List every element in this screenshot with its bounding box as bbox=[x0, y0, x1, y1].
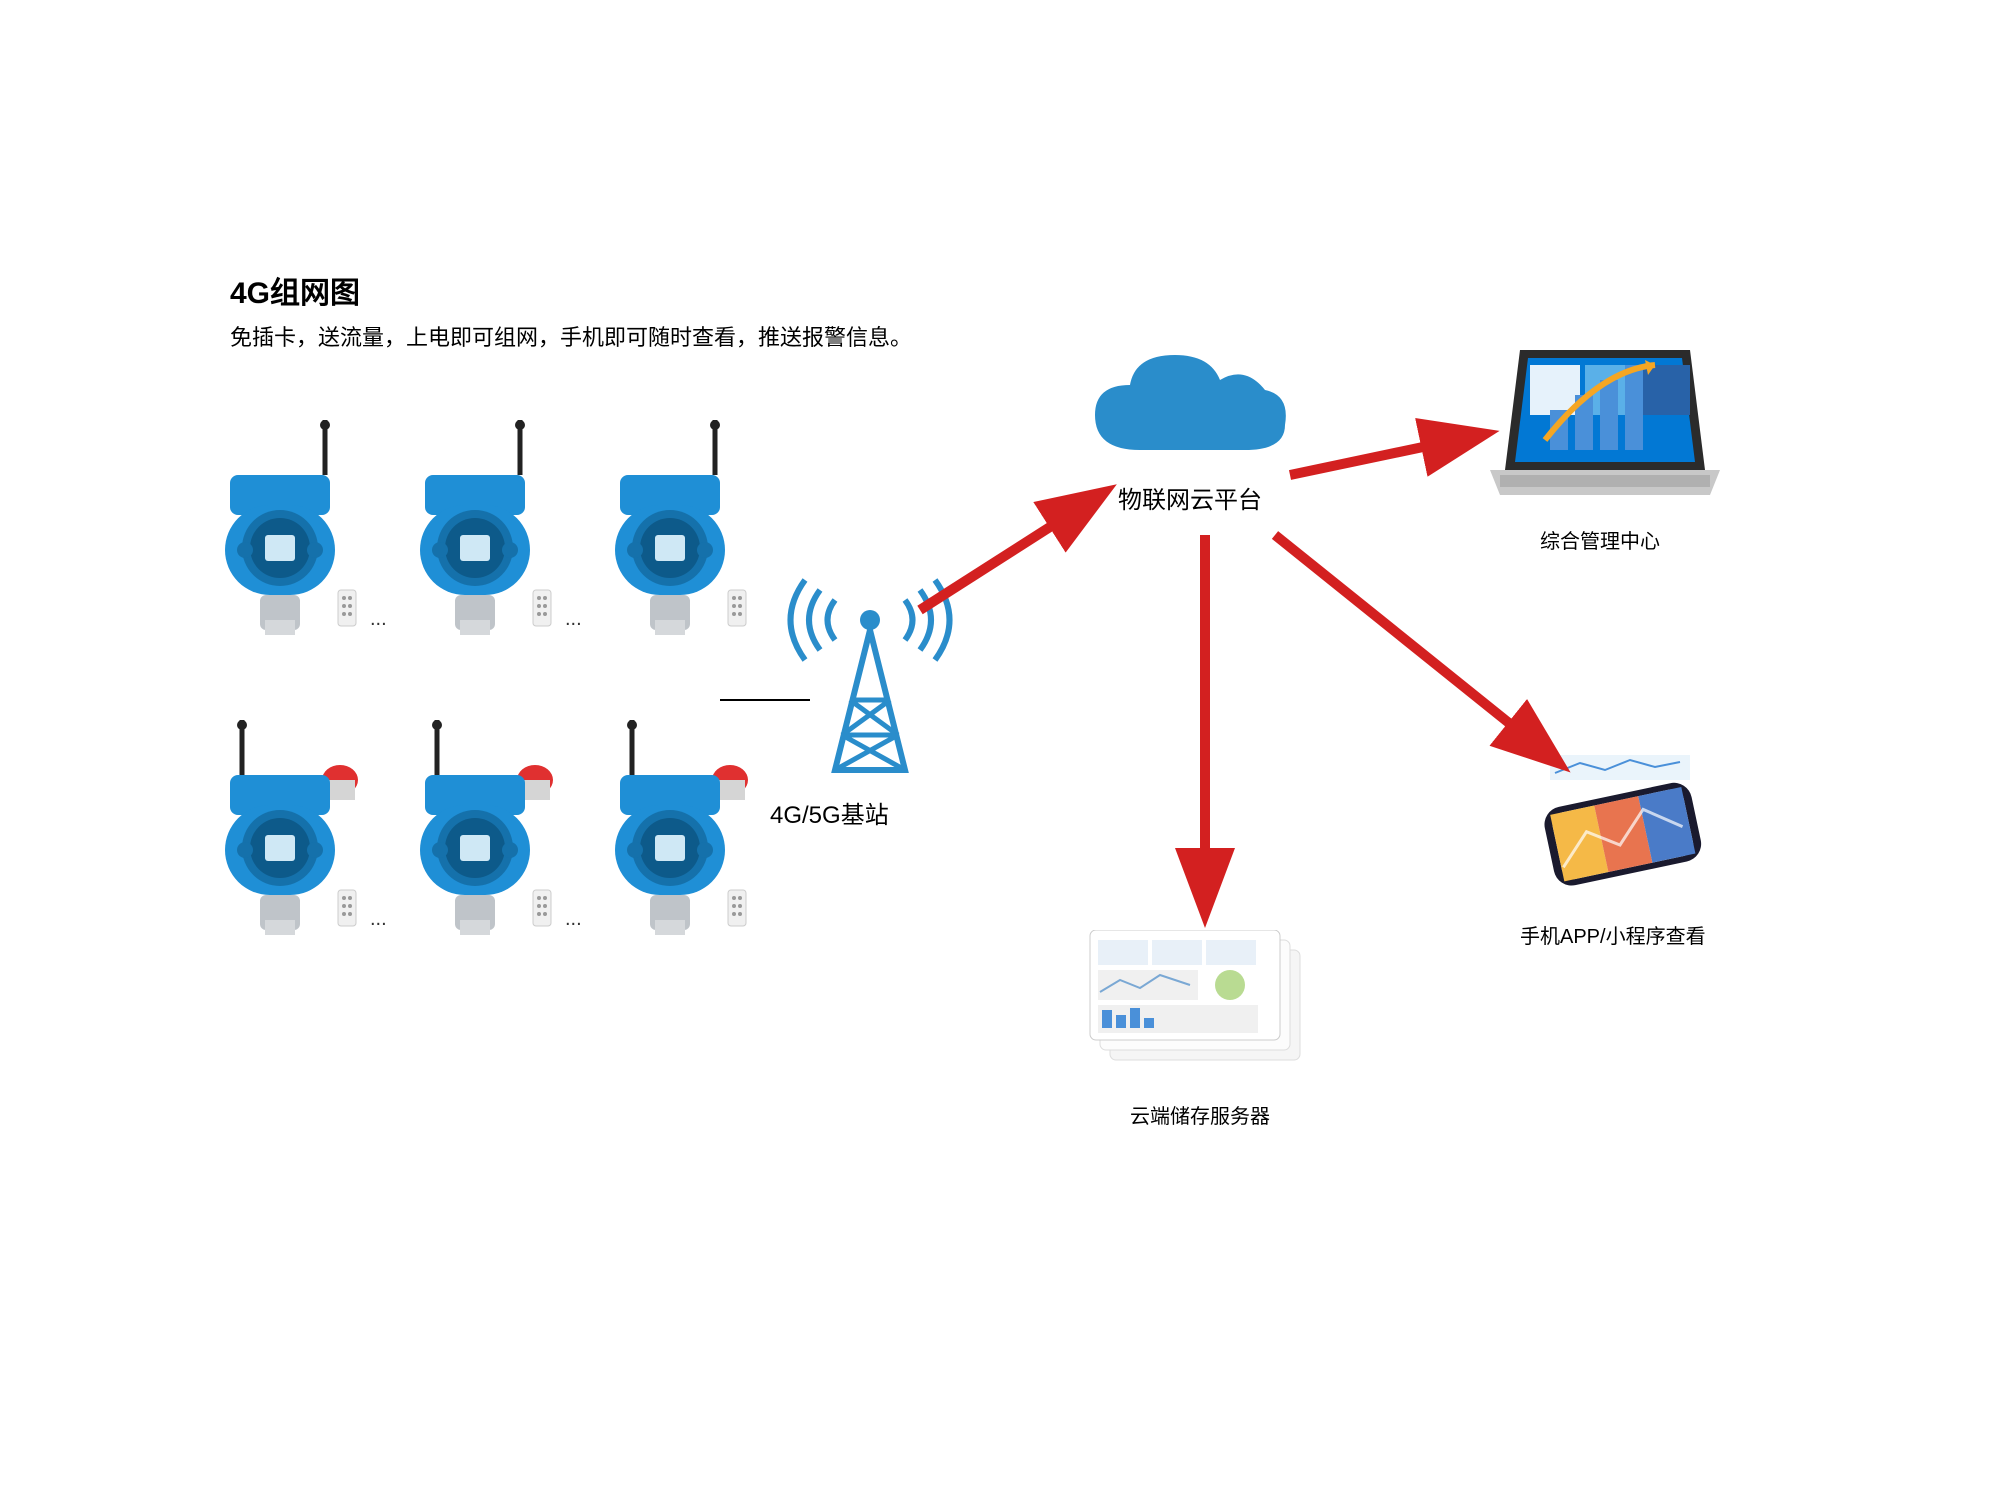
diagram-canvas: 4G组网图 免插卡，送流量，上电即可组网，手机即可随时查看，推送报警信息。 ..… bbox=[0, 0, 2000, 1499]
diagram-subtitle: 免插卡，送流量，上电即可组网，手机即可随时查看，推送报警信息。 bbox=[230, 320, 912, 352]
detector-r2-3 bbox=[600, 720, 770, 945]
ellipsis-icon: ... bbox=[565, 608, 582, 631]
phone-icon bbox=[1500, 755, 1740, 910]
server-label: 云端储存服务器 bbox=[1130, 1100, 1270, 1129]
detector-r2-1 bbox=[210, 720, 380, 945]
detector-r2-2 bbox=[405, 720, 575, 945]
ellipsis-icon: ... bbox=[565, 908, 582, 931]
laptop-icon bbox=[1480, 340, 1730, 515]
basestation-icon bbox=[780, 560, 960, 785]
laptop-label: 综合管理中心 bbox=[1540, 525, 1660, 554]
detector-r1-2 bbox=[405, 420, 555, 645]
detector-r1-3 bbox=[600, 420, 750, 645]
detector-r1-1 bbox=[210, 420, 360, 645]
basestation-label: 4G/5G基站 bbox=[770, 795, 889, 830]
cloud-icon bbox=[1080, 340, 1300, 485]
cloud-label: 物联网云平台 bbox=[1118, 480, 1262, 515]
server-icon bbox=[1070, 930, 1330, 1085]
ellipsis-icon: ... bbox=[370, 908, 387, 931]
diagram-title: 4G组网图 bbox=[230, 268, 360, 312]
phone-label: 手机APP/小程序查看 bbox=[1520, 920, 1706, 949]
ellipsis-icon: ... bbox=[370, 608, 387, 631]
